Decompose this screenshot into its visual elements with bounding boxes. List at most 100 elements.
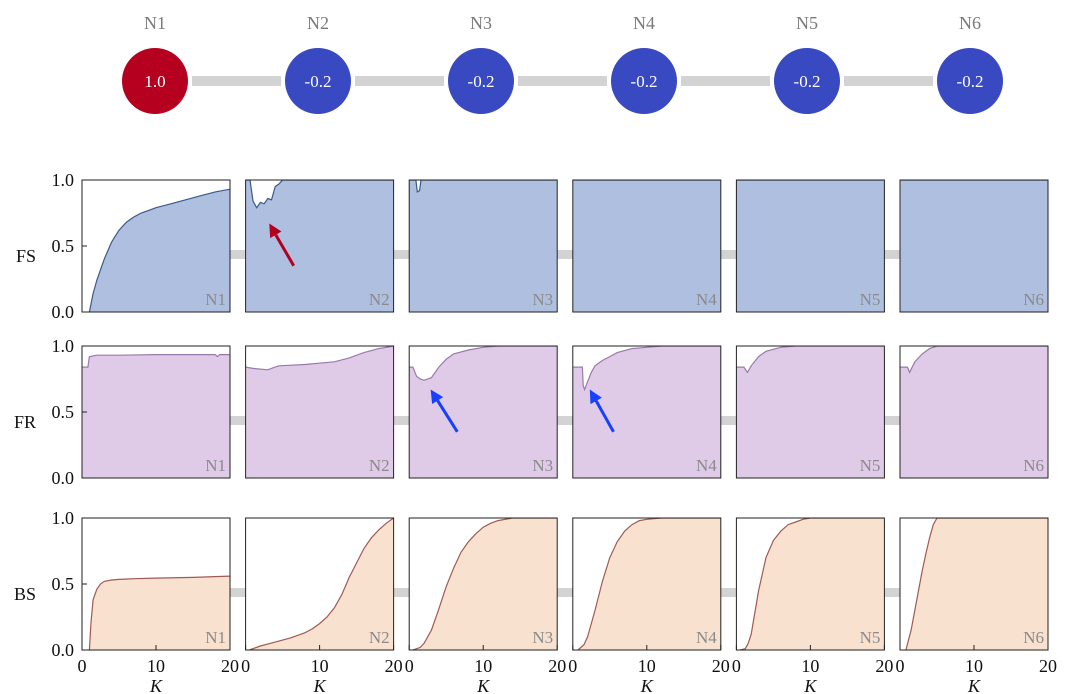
y-tick-label: 1.0 — [52, 170, 75, 190]
panel-connector — [884, 250, 900, 259]
row-label: BS — [14, 584, 36, 604]
panel-connector — [230, 416, 246, 425]
area-fill — [736, 180, 885, 312]
panel-connector — [393, 250, 410, 259]
node-circle — [448, 48, 514, 114]
panel-connector — [884, 588, 900, 597]
panel-connector — [720, 588, 737, 597]
arrow-head — [589, 389, 602, 405]
network-edge-3 — [518, 76, 607, 86]
panel-fs-n2: N2 — [245, 179, 395, 313]
x-tick-label: 0 — [405, 656, 414, 676]
row-label: FS — [16, 246, 36, 266]
node-circle — [937, 48, 1003, 114]
panel-fs-n5: N5 — [735, 179, 885, 313]
panel-grid: FS 0.0 0.5 1.0 N1 N2 N3 N4 N5 N6 FR 0.0 0.5 1.0 N1 N2 N3… — [14, 170, 1057, 694]
node-name-label: N2 — [307, 13, 329, 33]
panel-node-label: N4 — [696, 628, 717, 647]
x-axis-label: K — [967, 676, 981, 694]
x-tick-label: 20 — [548, 656, 566, 676]
x-tick-label: 10 — [638, 656, 656, 676]
series-line — [88, 575, 230, 650]
panel-frame — [408, 179, 558, 313]
node-name-label: N6 — [959, 13, 981, 33]
series-line — [245, 180, 394, 209]
panel-frame — [735, 179, 885, 313]
node-value-label: 1.0 — [144, 72, 165, 91]
series-line — [736, 346, 885, 374]
area-fill — [89, 576, 230, 650]
arrow-shaft — [436, 399, 459, 433]
panel-frame — [899, 345, 1049, 479]
x-tick-label: 0 — [78, 656, 87, 676]
y-tick-label: 0.0 — [52, 640, 75, 660]
panel-fs-n6: N6 — [899, 179, 1049, 313]
panel-fr-n5: N5 — [735, 345, 885, 479]
y-tick-label: 1.0 — [52, 508, 75, 528]
panel-frame — [735, 345, 885, 479]
row-fr: FR 0.0 0.5 1.0 N1 N2 N3 N4 N5 N6 — [14, 336, 1049, 488]
panel-fs-n3: N3 — [408, 179, 558, 313]
panel-bs-n1: 0 10 20 K N1 — [78, 517, 239, 694]
panel-node-label: N5 — [860, 456, 881, 475]
panel-connector — [720, 416, 737, 425]
panel-connector — [557, 588, 573, 597]
panel-node-label: N4 — [696, 290, 717, 309]
panel-connector — [884, 416, 900, 425]
annotation-arrow — [269, 223, 295, 267]
node-circle — [611, 48, 677, 114]
panel-frame — [408, 345, 558, 479]
area-fill — [89, 189, 230, 312]
series-line — [249, 518, 394, 650]
area-fill — [900, 346, 1048, 478]
panel-fr-n1: N1 — [81, 345, 231, 479]
panel-fr-n6: N6 — [899, 345, 1049, 479]
area-fill — [409, 346, 558, 478]
x-tick-label: 10 — [965, 656, 983, 676]
panel-node-label: N1 — [205, 290, 226, 309]
panel-fr-n4: N4 — [572, 345, 722, 479]
panel-fr-n3: N3 — [408, 345, 558, 479]
area-fill — [409, 180, 558, 312]
panel-fs-n4: N4 — [572, 179, 722, 313]
x-tick-label: 20 — [385, 656, 403, 676]
network-edge-4 — [681, 76, 770, 86]
node-circle — [774, 48, 840, 114]
area-fill — [412, 518, 558, 650]
panel-frame — [245, 345, 395, 479]
area-fill — [900, 180, 1048, 312]
y-tick-label: 0.0 — [52, 468, 75, 488]
series-line — [409, 180, 558, 193]
x-tick-label: 20 — [712, 656, 730, 676]
panel-bs-n6: 0 10 20 K N6 — [896, 517, 1057, 694]
area-fill — [572, 180, 721, 312]
network-edge-1 — [192, 76, 281, 86]
x-tick-label: 10 — [311, 656, 329, 676]
area-fill — [740, 518, 885, 650]
area-fill — [245, 180, 394, 312]
network-edge-2 — [355, 76, 444, 86]
network-edge-5 — [844, 76, 933, 86]
panel-connector — [393, 588, 410, 597]
panel-node-label: N3 — [532, 290, 553, 309]
x-axis-label: K — [803, 676, 817, 694]
x-tick-label: 20 — [1039, 656, 1057, 676]
area-fill — [245, 346, 394, 478]
node-value-label: -0.2 — [468, 72, 495, 91]
node-name-label: N5 — [796, 13, 818, 33]
panel-node-label: N5 — [860, 628, 881, 647]
panel-node-label: N2 — [369, 456, 390, 475]
network-diagram: N1 1.0 N2 -0.2 N3 -0.2 N4 -0.2 N5 -0.2 N6 -0.2 — [122, 13, 1003, 114]
row-bs: BS 0.0 0.5 1.0 0 10 20 K N1 0 10 20 K N2 0 10 20 K N3 0 10 20… — [14, 508, 1057, 694]
x-tick-label: 0 — [896, 656, 905, 676]
series-line — [88, 188, 230, 312]
annotation-arrow — [589, 389, 615, 433]
series-line — [82, 354, 230, 368]
node-value-label: -0.2 — [957, 72, 984, 91]
node-value-label: -0.2 — [794, 72, 821, 91]
area-fill — [578, 518, 721, 650]
arrow-head — [269, 223, 282, 239]
row-label: FR — [14, 412, 36, 432]
y-tick-label: 1.0 — [52, 336, 75, 356]
x-axis-label: K — [640, 676, 654, 694]
